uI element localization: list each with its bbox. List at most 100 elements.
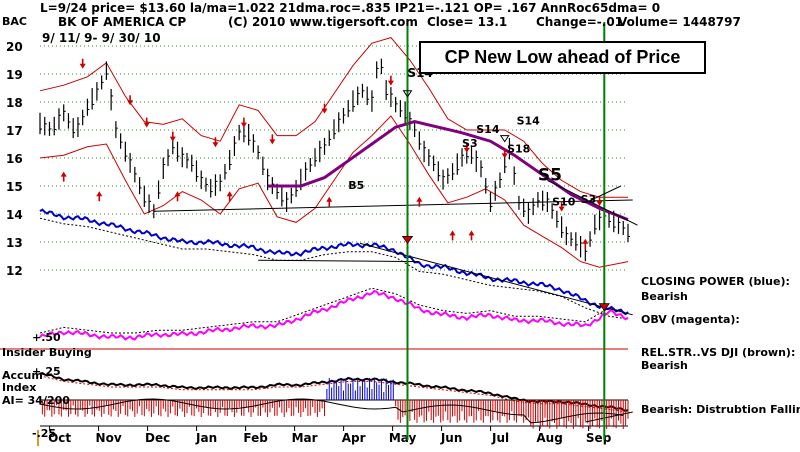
x-tick-label: Mar (292, 431, 318, 445)
volume-value: Volume= 1448797 (618, 15, 741, 29)
plus25-label: +.25 (32, 365, 61, 378)
sell-arrow (79, 58, 86, 69)
date-range: 9/ 11/ 9- 9/ 30/ 10 (42, 31, 161, 45)
closing-power-label: CLOSING POWER (blue): (641, 275, 790, 288)
obv-line (39, 289, 629, 341)
signal-label: S3 (462, 137, 478, 150)
sell-arrow (240, 117, 247, 128)
buy-arrow (174, 191, 181, 202)
y-tick-label: 19 (6, 68, 23, 82)
month-axis: Oct Nov Dec Jan Feb Mar Apr May Jun Jul Aug Sep (37, 425, 628, 446)
sell-arrow (321, 103, 328, 114)
sell-arrow (463, 142, 470, 153)
signal-label: S14 (517, 114, 541, 127)
upper-band (39, 37, 628, 198)
buy-arrow (468, 230, 475, 241)
price-bars (39, 58, 630, 262)
x-tick-label: Oct (48, 431, 71, 445)
sell-arrow (143, 117, 150, 128)
change-value: Change=-.01 (536, 15, 624, 29)
s3-pointer (585, 185, 622, 204)
lower-band (39, 115, 629, 268)
sell-arrow (127, 95, 134, 106)
x-tick-label: Dec (145, 431, 170, 445)
buy-arrow (60, 171, 67, 182)
accum-label: Accum (2, 369, 43, 382)
sell-arrow (169, 131, 176, 142)
buy-arrow (326, 196, 333, 207)
signal-markers: S14S14S14S3S18S5S10S3B5 (60, 58, 638, 312)
signal-pointer (499, 135, 510, 143)
y-tick-label: 15 (6, 180, 23, 194)
accum-line (39, 398, 624, 424)
sell-arrow (558, 201, 565, 212)
x-tick-label: Jun (440, 431, 463, 445)
signal-pointer (402, 90, 413, 98)
accum-state: Bearish: Distrubtion Falling. (641, 403, 800, 416)
s5-pointer (547, 179, 638, 226)
closing-power-state: Bearish (641, 290, 688, 303)
cp-trendline (359, 242, 633, 316)
x-tick-label: Feb (243, 431, 268, 445)
buy-arrow (449, 230, 456, 241)
buy-arrow (96, 191, 103, 202)
x-tick-label: Nov (96, 431, 122, 445)
x-tick-label: Sep (586, 431, 612, 445)
accumulation-histogram (39, 378, 633, 429)
sell-arrow (212, 137, 219, 148)
signal-label: S18 (507, 142, 530, 155)
x-tick-label: Apr (342, 431, 366, 445)
y-tick-label: 20 (6, 40, 23, 54)
y-tick-label: 18 (6, 96, 23, 110)
accum-trend (585, 411, 633, 423)
x-tick-label: May (389, 431, 417, 445)
copyright: (C) 2010 www.tigersoft.com (228, 15, 418, 29)
indicator-lines (0, 208, 633, 413)
insider-label: Insider Buying (2, 346, 92, 359)
obv-ma (39, 287, 629, 334)
y-tick-label: 17 (6, 124, 23, 138)
close-value: Close= 13.1 (427, 15, 508, 29)
closing-power-ma (39, 217, 629, 320)
signal-label: S14 (476, 123, 500, 136)
ai-label: AI= 34/200 (2, 394, 70, 407)
sell-arrow (596, 196, 603, 206)
sell-arrow (387, 75, 394, 86)
y-tick-label: 14 (6, 208, 23, 222)
sell-arrow (269, 134, 276, 145)
buy-arrow (582, 238, 589, 249)
signal-label: S5 (538, 165, 562, 185)
minus25-label: -.25 (32, 427, 57, 440)
plus50-label: +.50 (32, 331, 61, 344)
price-gridlines (40, 45, 628, 271)
sell-arrow (501, 148, 508, 159)
signal-arrow (598, 303, 610, 312)
x-tick-label: Aug (536, 431, 562, 445)
relstr-state: Bearish (641, 359, 688, 372)
callout-box: CP New Low ahead of Price (419, 41, 706, 74)
index-label: Index (2, 381, 37, 394)
relstr-label: REL.STR..VS DJI (brown): (641, 346, 796, 359)
bollinger-bands (39, 37, 633, 268)
buy-arrow (416, 196, 423, 207)
obv-label: OBV (magenta): (641, 313, 740, 326)
price-axis: 20 19 18 17 16 15 14 13 12 (6, 40, 23, 278)
ticker-label: BAC (2, 15, 27, 28)
signal-label: S10 (552, 196, 576, 209)
x-tick-label: Jul (491, 431, 509, 445)
cp-support-line (258, 259, 420, 263)
signal-label: B5 (348, 179, 364, 192)
y-tick-label: 13 (6, 236, 23, 250)
header-stats: L=9/24 price= $13.60 la/ma=1.022 21dma.r… (40, 1, 661, 15)
company-name: BK OF AMERICA CP (58, 15, 187, 29)
y-tick-label: 12 (6, 264, 23, 278)
signal-vertical-lines (406, 22, 606, 440)
closing-power-line (39, 208, 629, 316)
signal-arrow (401, 236, 414, 245)
x-tick-label: Jan (195, 431, 217, 445)
buy-arrow (226, 191, 233, 202)
support-trendline (153, 199, 633, 212)
y-tick-label: 16 (6, 152, 23, 166)
